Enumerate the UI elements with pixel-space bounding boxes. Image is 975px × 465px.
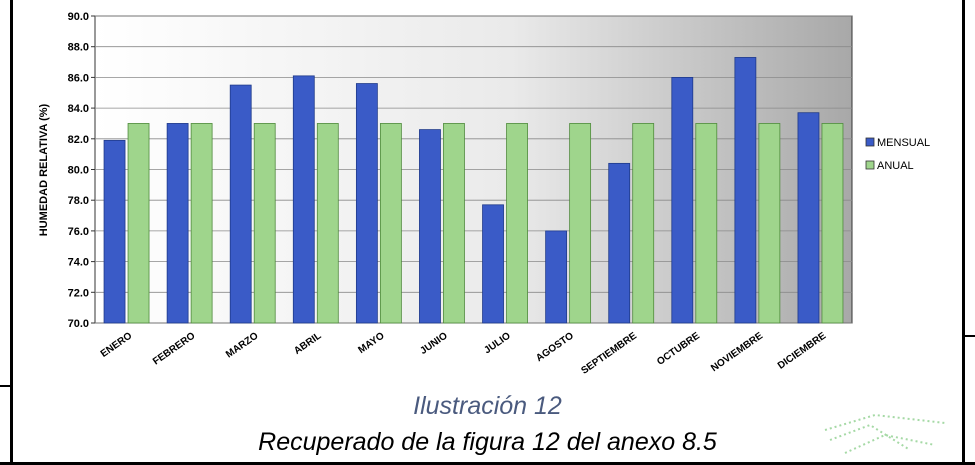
bar-mensual-agosto <box>545 230 568 324</box>
x-tick-label: ENERO <box>99 330 135 360</box>
bars <box>103 57 844 324</box>
frame-divider-right <box>965 335 975 337</box>
y-tick-label: 74.0 <box>68 257 89 269</box>
frame-right-border <box>962 0 965 465</box>
bar-mensual-junio <box>419 129 441 324</box>
y-axis-label-text: HUMEDAD RELATIVA (%) <box>38 103 50 237</box>
y-tick-label: 82.0 <box>68 134 89 146</box>
y-tick-label: 80.0 <box>68 165 89 177</box>
gridlines <box>91 15 852 324</box>
x-tick-label: MARZO <box>224 330 261 360</box>
figure-caption-title: Ilustración 12 <box>413 392 562 420</box>
bar-mensual-diciembre <box>797 112 820 324</box>
x-tick-labels: ENERO FEBRERO MARZO ABRIL MAYO JUNIO JULIO AGOS… <box>99 330 829 376</box>
y-tick-label: 70.0 <box>68 318 89 330</box>
bar-anual-abril <box>316 123 339 324</box>
y-tick-label: 78.0 <box>68 195 89 207</box>
frame-bottom-border <box>0 462 975 465</box>
bar-anual-agosto <box>569 123 592 324</box>
bar-anual-septiembre <box>632 123 655 324</box>
frame-left-border <box>10 0 13 465</box>
figure-caption-source: Recuperado de la figura 12 del anexo 8.5 <box>258 428 717 456</box>
bar-anual-marzo <box>253 123 276 324</box>
legend: MENSUAL ANUAL <box>865 137 930 172</box>
bar-mensual-octubre <box>671 77 694 324</box>
bar-anual-noviembre <box>758 123 781 324</box>
y-tick-label: 76.0 <box>68 226 89 238</box>
frame-divider-left <box>0 385 10 387</box>
y-tick-label: 90.0 <box>68 11 89 23</box>
legend-swatch-mensual <box>865 137 875 147</box>
bar-anual-mayo <box>379 123 402 324</box>
bar-mensual-septiembre <box>608 162 631 324</box>
legend-swatch-anual <box>865 160 875 170</box>
bar-anual-diciembre <box>821 123 844 324</box>
bar-mensual-noviembre <box>734 57 757 324</box>
x-tick-label: JULIO <box>482 330 513 356</box>
y-tick-label: 86.0 <box>68 72 89 84</box>
x-tick-label: JUNIO <box>418 330 450 357</box>
bar-mensual-mayo <box>355 83 378 324</box>
x-tick-label: SEPTIEMBRE <box>579 330 639 376</box>
y-tick-label: 84.0 <box>68 103 89 115</box>
bar-anual-enero <box>127 123 150 324</box>
bar-mensual-marzo <box>229 84 252 324</box>
y-tick-labels: 70.0 72.0 74.0 76.0 78.0 80.0 82.0 84.0 86.0 88.0… <box>68 11 89 330</box>
bar-anual-febrero <box>190 123 213 324</box>
bar-anual-octubre <box>695 123 718 324</box>
y-tick-label: 88.0 <box>68 42 89 54</box>
x-tick-label: DICIEMBRE <box>776 330 829 371</box>
x-tick-label: NOVIEMBRE <box>709 330 765 374</box>
x-tick-label: OCTUBRE <box>655 330 702 368</box>
legend-label-mensual: MENSUAL <box>877 137 930 149</box>
x-tick-label: MAYO <box>356 330 386 356</box>
y-tick-label: 72.0 <box>68 287 89 299</box>
bar-mensual-febrero <box>166 123 189 324</box>
bar-mensual-abril <box>292 75 315 324</box>
bar-anual-junio <box>443 123 465 324</box>
bar-anual-julio <box>506 123 528 324</box>
x-tick-label: ABRIL <box>292 330 323 357</box>
watermark-logo <box>824 413 946 454</box>
x-tick-label: FEBRERO <box>151 330 198 367</box>
legend-label-anual: ANUAL <box>877 160 914 172</box>
bar-mensual-julio <box>482 204 504 324</box>
bar-mensual-enero <box>103 139 126 324</box>
x-tick-label: AGOSTO <box>534 330 576 364</box>
